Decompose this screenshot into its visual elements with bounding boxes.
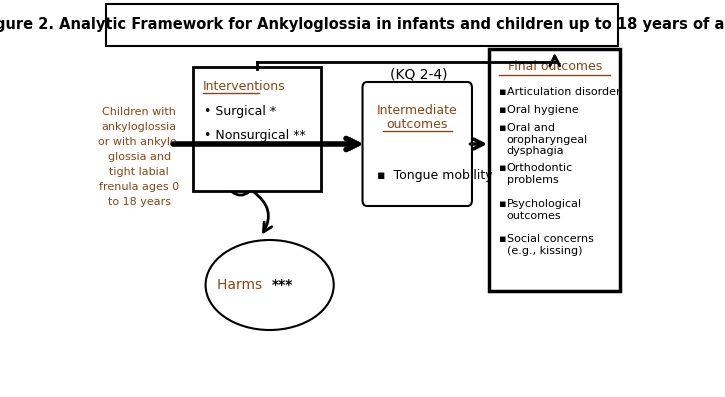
Text: • Nonsurgical **: • Nonsurgical **: [204, 129, 306, 141]
Text: ankyloglossia: ankyloglossia: [102, 122, 177, 132]
Text: Intermediate: Intermediate: [377, 104, 457, 116]
Text: Oral and
oropharyngeal
dysphagia: Oral and oropharyngeal dysphagia: [507, 123, 588, 156]
Text: Oral hygiene: Oral hygiene: [507, 105, 579, 115]
Text: to 18 years: to 18 years: [108, 197, 171, 207]
Ellipse shape: [206, 240, 334, 330]
Text: Interventions: Interventions: [203, 79, 286, 93]
Text: ▪: ▪: [500, 105, 507, 115]
Text: ▪  Tongue mobility: ▪ Tongue mobility: [377, 170, 492, 183]
Text: ▪: ▪: [500, 87, 507, 97]
Text: Harms: Harms: [217, 278, 266, 292]
Text: ▪: ▪: [500, 234, 507, 244]
Text: or with ankylo-: or with ankylo-: [98, 137, 181, 147]
Text: ▪: ▪: [500, 199, 507, 209]
Text: Psychological
outcomes: Psychological outcomes: [507, 199, 581, 221]
Text: Articulation disorder: Articulation disorder: [507, 87, 620, 97]
Text: Social concerns
(e.g., kissing): Social concerns (e.g., kissing): [507, 234, 593, 256]
Text: ▪: ▪: [500, 123, 507, 133]
Text: outcomes: outcomes: [386, 118, 448, 131]
FancyArrowPatch shape: [232, 192, 249, 195]
Text: Figure 2. Analytic Framework for Ankyloglossia in infants and children up to 18 : Figure 2. Analytic Framework for Ankylog…: [0, 17, 725, 33]
Text: frenula ages 0: frenula ages 0: [99, 182, 179, 192]
FancyBboxPatch shape: [362, 82, 472, 206]
Text: ▪: ▪: [500, 163, 507, 173]
FancyBboxPatch shape: [106, 4, 618, 46]
Text: glossia and: glossia and: [108, 152, 171, 162]
FancyBboxPatch shape: [193, 67, 321, 191]
FancyBboxPatch shape: [489, 49, 621, 291]
Text: Orthodontic
problems: Orthodontic problems: [507, 163, 573, 185]
Text: (KQ 2-4): (KQ 2-4): [390, 68, 447, 82]
FancyArrowPatch shape: [253, 192, 272, 232]
Text: Final outcomes: Final outcomes: [507, 60, 602, 73]
Text: tight labial: tight labial: [109, 167, 169, 177]
Text: Children with: Children with: [102, 107, 176, 117]
Text: • Surgical *: • Surgical *: [204, 104, 276, 118]
Text: ***: ***: [272, 278, 294, 292]
